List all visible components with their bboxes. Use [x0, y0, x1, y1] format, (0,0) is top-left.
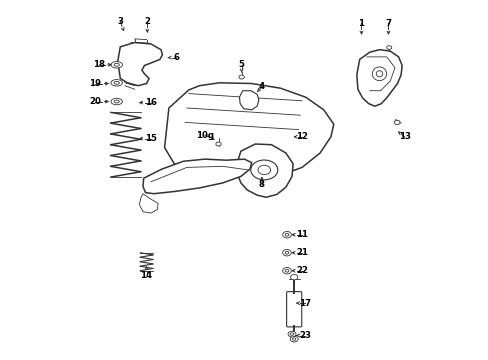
Text: 19: 19: [89, 79, 101, 88]
Ellipse shape: [250, 160, 277, 180]
Ellipse shape: [111, 62, 122, 68]
Ellipse shape: [289, 336, 298, 342]
Polygon shape: [118, 42, 162, 86]
Text: 16: 16: [144, 98, 157, 107]
Ellipse shape: [111, 80, 122, 86]
Ellipse shape: [285, 251, 288, 254]
Polygon shape: [142, 159, 251, 194]
Text: 2: 2: [144, 17, 150, 26]
Ellipse shape: [393, 120, 399, 125]
Ellipse shape: [371, 67, 386, 81]
Text: 17: 17: [298, 299, 310, 307]
Text: 14: 14: [140, 271, 152, 280]
Text: 21: 21: [296, 248, 307, 257]
Text: 11: 11: [296, 230, 307, 239]
Text: 12: 12: [296, 132, 307, 141]
Text: 22: 22: [296, 266, 307, 275]
Ellipse shape: [215, 142, 221, 146]
Text: 3: 3: [117, 17, 123, 26]
Ellipse shape: [290, 274, 297, 280]
Ellipse shape: [282, 249, 291, 256]
Text: 1: 1: [358, 19, 364, 28]
Text: 20: 20: [89, 97, 101, 106]
Ellipse shape: [285, 233, 288, 236]
Polygon shape: [236, 144, 292, 197]
Text: 15: 15: [144, 134, 157, 143]
Text: 6: 6: [173, 53, 179, 62]
Ellipse shape: [114, 81, 119, 84]
Polygon shape: [164, 83, 333, 177]
Text: 10g: 10g: [196, 131, 213, 140]
Ellipse shape: [386, 46, 391, 49]
Text: 5: 5: [238, 60, 244, 69]
Ellipse shape: [239, 75, 244, 79]
Ellipse shape: [287, 331, 295, 337]
Polygon shape: [356, 50, 401, 106]
Ellipse shape: [375, 71, 382, 77]
Ellipse shape: [289, 333, 293, 336]
Polygon shape: [239, 91, 258, 110]
Ellipse shape: [111, 98, 122, 105]
Ellipse shape: [285, 269, 288, 272]
Ellipse shape: [292, 338, 295, 341]
Ellipse shape: [114, 100, 119, 103]
Text: 8: 8: [258, 180, 264, 189]
Text: 4: 4: [258, 82, 264, 91]
Ellipse shape: [258, 165, 270, 175]
Text: 13: 13: [398, 132, 410, 141]
Ellipse shape: [282, 267, 291, 274]
Text: 18: 18: [93, 60, 104, 69]
Ellipse shape: [114, 63, 119, 66]
Text: 23: 23: [298, 331, 310, 340]
Text: 7: 7: [385, 19, 391, 28]
FancyBboxPatch shape: [286, 292, 301, 327]
Ellipse shape: [282, 231, 291, 238]
Polygon shape: [139, 194, 158, 213]
